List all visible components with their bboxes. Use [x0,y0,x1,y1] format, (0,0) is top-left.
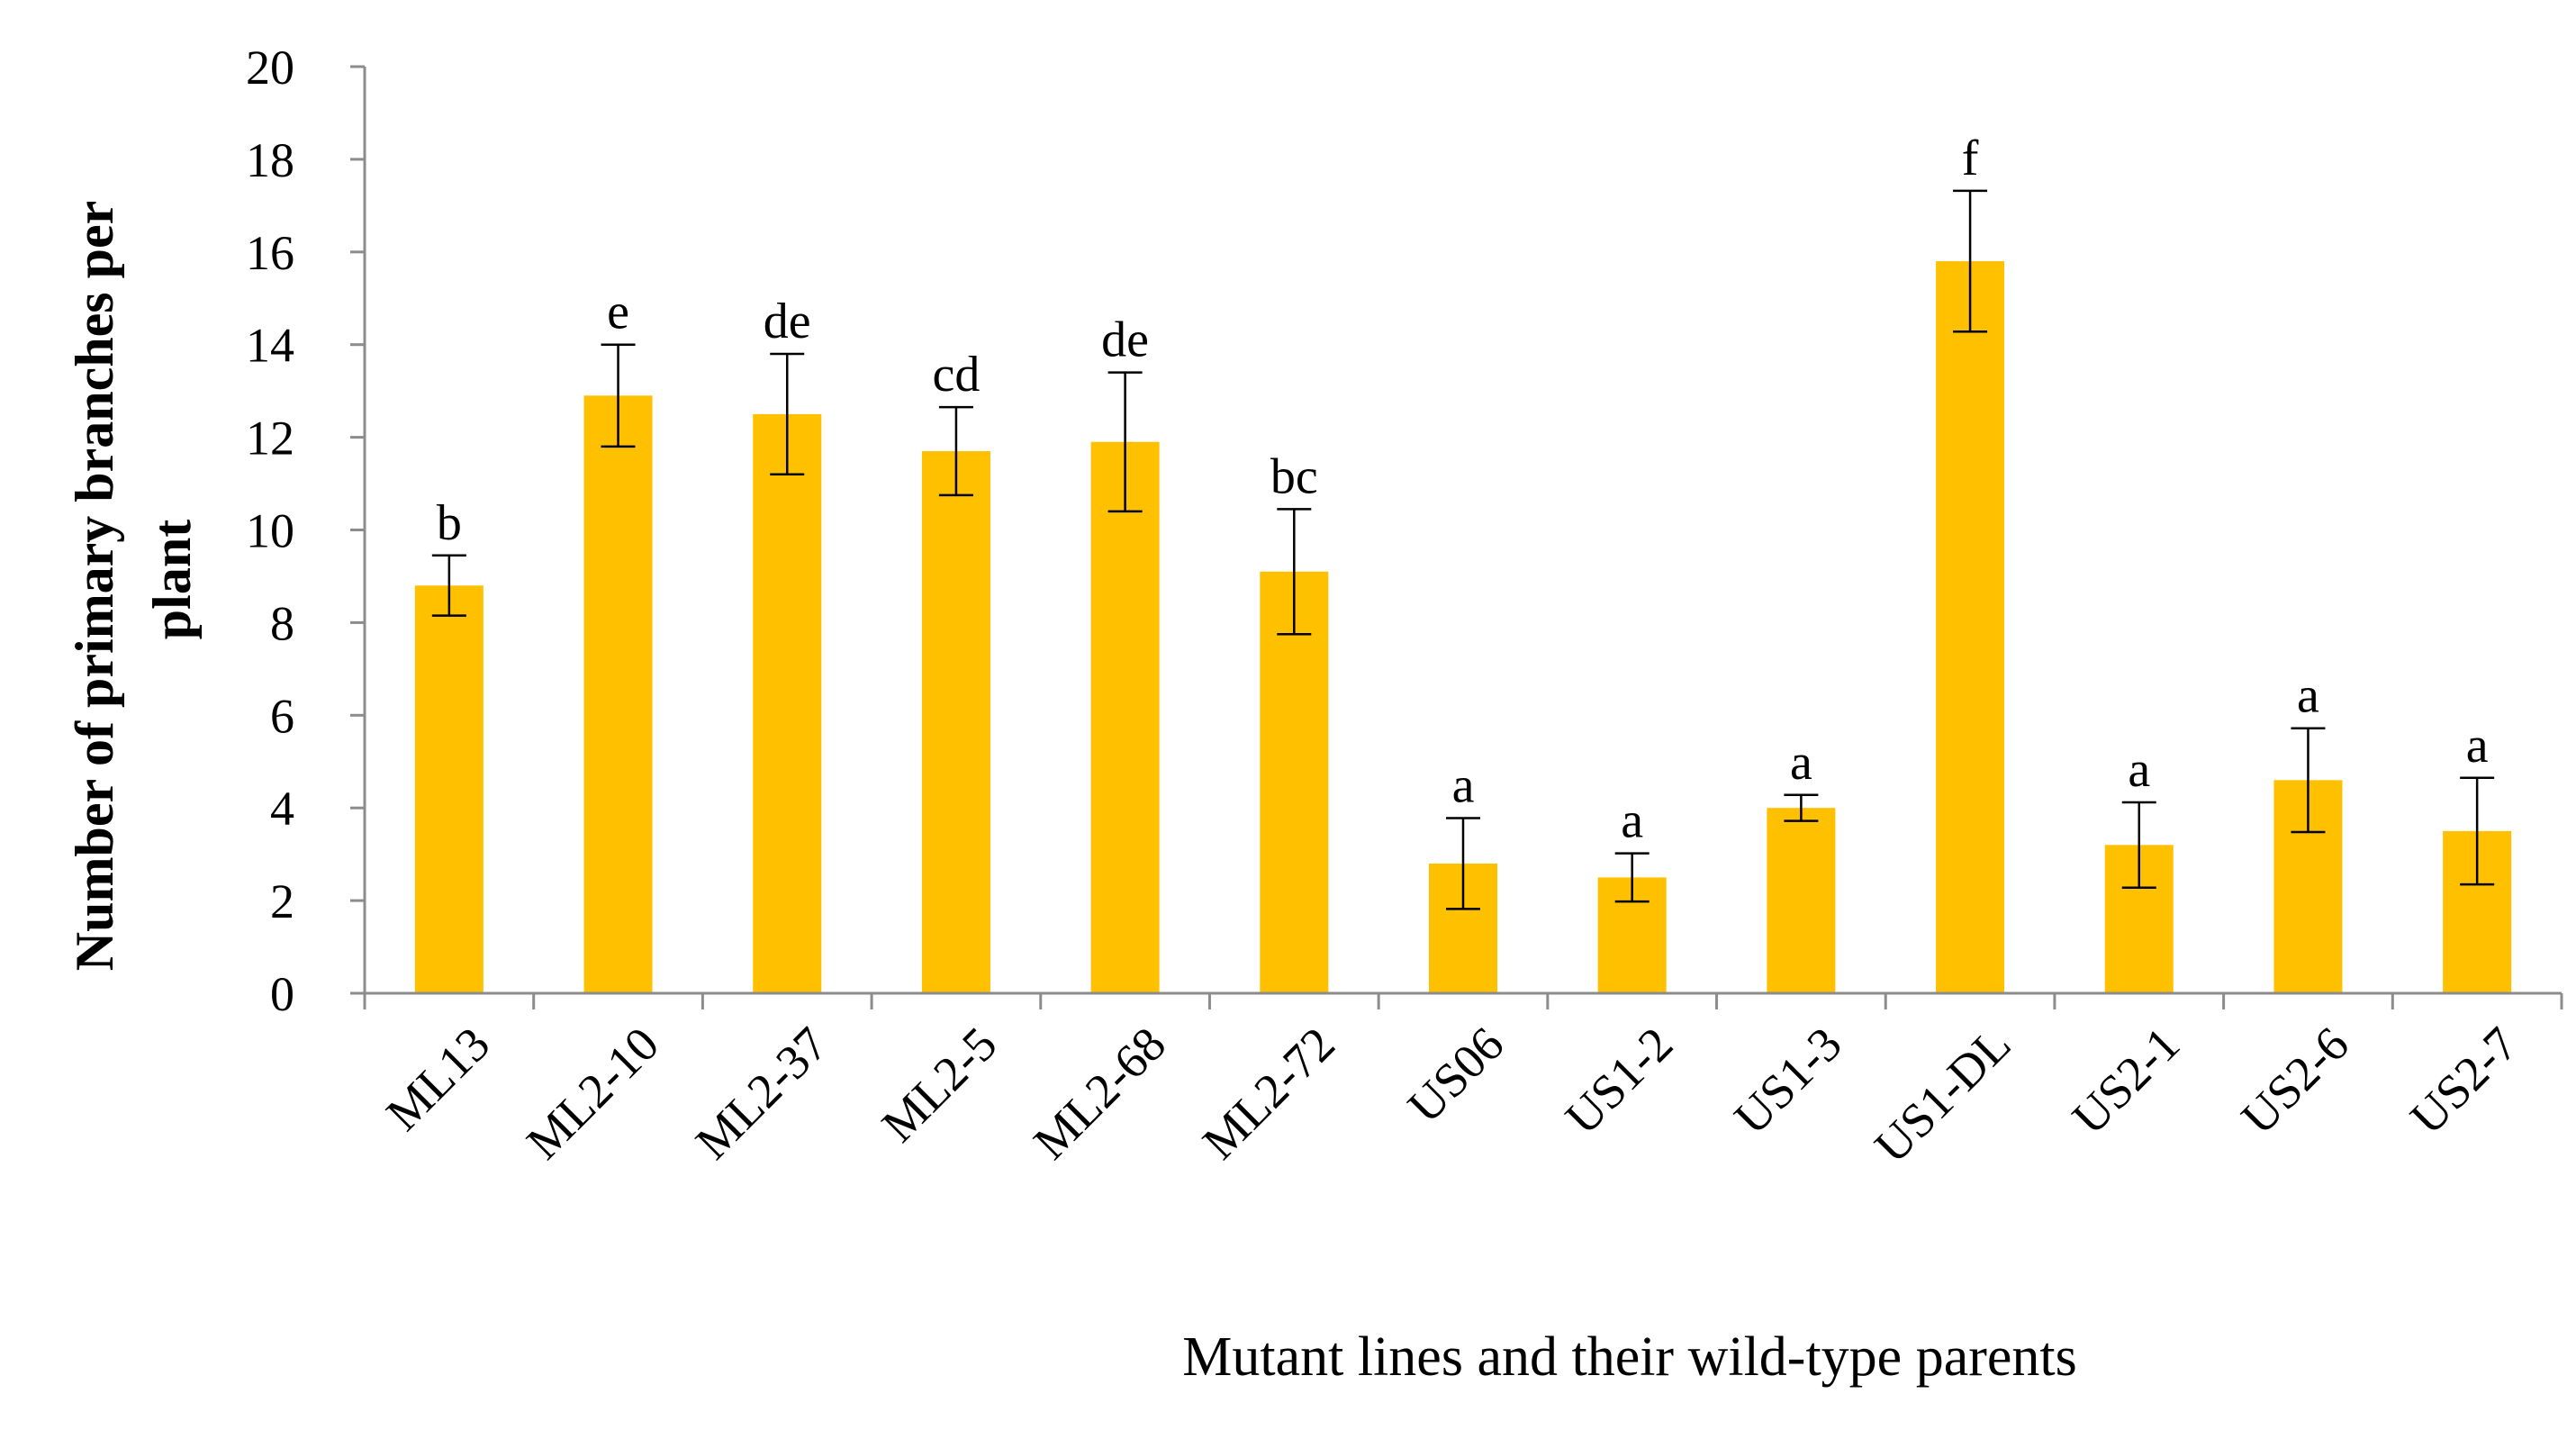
significance-label-US06: a [1452,758,1475,814]
bar-US1-3 [1767,808,1836,993]
y-tick-label: 12 [246,412,294,466]
significance-labels: b e de cd de bc a a a f a a a [437,131,2489,849]
y-axis-ticks: 0 2 4 6 8 10 12 14 16 18 20 [246,41,365,1021]
significance-label-US2-1: a [2128,742,2150,798]
significance-label-ML2-72: bc [1270,448,1318,504]
y-tick-label: 18 [246,133,294,187]
bar-ML2-72 [1260,571,1329,993]
x-tick-label-ML2-68: ML2-68 [1023,1017,1176,1170]
x-tick-label-US1-2: US1-2 [1555,1017,1683,1145]
error-bars-group [431,189,2495,910]
y-axis-title-line2: plant [142,520,202,639]
y-tick-label: 14 [246,319,294,373]
significance-label-US1-DL: f [1962,131,1979,186]
bar-ML2-5 [921,451,990,993]
x-axis-title: Mutant lines and their wild-type parents [1182,1326,2076,1388]
y-axis-title-line1: Number of primary branches per [65,201,124,971]
significance-label-ML2-37: de [764,294,811,349]
x-axis-category-labels: ML13 ML2-10 ML2-37 ML2-5 ML2-68 ML2-72 US06 US1… [375,1017,2527,1173]
y-tick-label: 4 [270,782,294,836]
x-tick-label-ML13: ML13 [375,1017,500,1141]
y-tick-label: 8 [270,596,294,650]
y-tick-label: 2 [270,874,294,928]
x-tick-label-ML2-5: ML2-5 [872,1017,1008,1153]
significance-label-US2-7: a [2466,718,2489,774]
y-tick-label: 6 [270,689,294,743]
x-tick-label-US2-7: US2-7 [2400,1017,2527,1145]
significance-label-US2-6: a [2297,668,2319,724]
significance-label-ML13: b [437,495,462,551]
significance-label-ML2-5: cd [932,347,980,403]
significance-label-US1-2: a [1621,793,1643,849]
x-tick-label-US2-1: US2-1 [2062,1017,2190,1145]
significance-label-ML2-10: e [607,285,629,340]
x-tick-label-US2-6: US2-6 [2231,1017,2359,1145]
x-tick-label-ML2-72: ML2-72 [1192,1017,1345,1170]
significance-label-ML2-68: de [1101,312,1149,368]
bar-ML2-68 [1090,441,1160,993]
x-tick-label-US06: US06 [1397,1017,1514,1133]
bar-ML2-10 [583,395,653,993]
y-tick-label: 0 [270,967,294,1021]
y-tick-label: 16 [246,226,294,280]
x-tick-label-ML2-37: ML2-37 [685,1017,838,1170]
bars-group [414,261,2512,994]
x-tick-label-US1-3: US1-3 [1724,1017,1852,1145]
bar-US1-DL [1936,261,2005,994]
x-tick-label-ML2-10: ML2-10 [516,1017,669,1170]
y-tick-label: 20 [246,41,294,95]
bar-ML13 [414,585,484,993]
y-axis-title: Number of primary branches per plant [65,188,202,971]
x-tick-label-US1-DL: US1-DL [1865,1017,2021,1173]
y-tick-label: 10 [246,504,294,558]
significance-label-US1-3: a [1790,735,1812,791]
x-axis-ticks [363,993,2563,1009]
bar-ML2-37 [753,413,822,993]
